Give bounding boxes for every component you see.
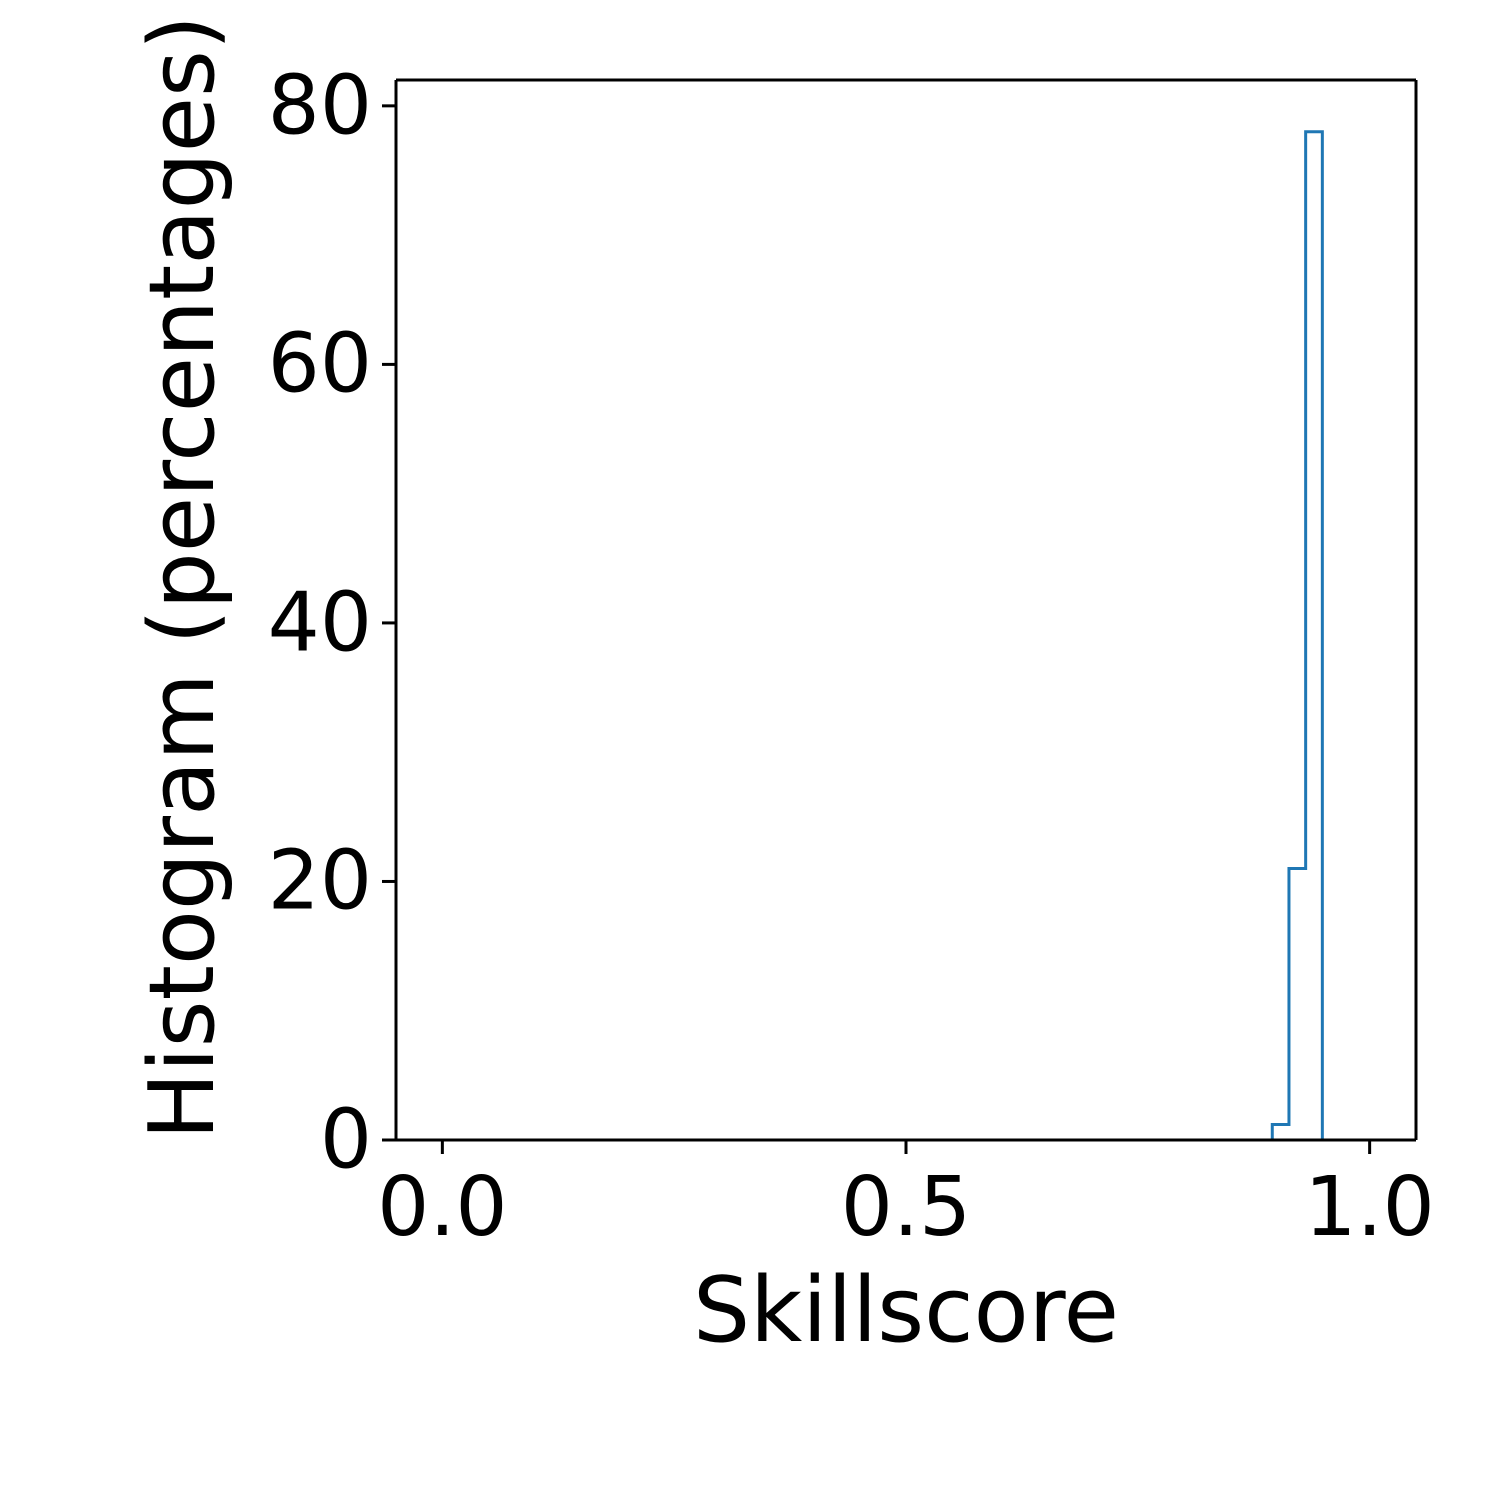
- y-tick-label: 20: [268, 834, 372, 929]
- y-tick-label: 60: [268, 317, 372, 412]
- histogram-figure: Histogram (percentages) Skillscore 0.00.…: [0, 0, 1500, 1500]
- histogram-step: [1272, 132, 1322, 1140]
- x-tick-label: 0.0: [377, 1160, 507, 1255]
- x-tick-label: 0.5: [841, 1160, 971, 1255]
- plot-svg: [0, 0, 1500, 1500]
- y-tick-label: 80: [268, 58, 372, 153]
- x-tick-label: 1.0: [1304, 1160, 1434, 1255]
- y-tick-label: 0: [320, 1093, 372, 1188]
- y-tick-label: 40: [268, 575, 372, 670]
